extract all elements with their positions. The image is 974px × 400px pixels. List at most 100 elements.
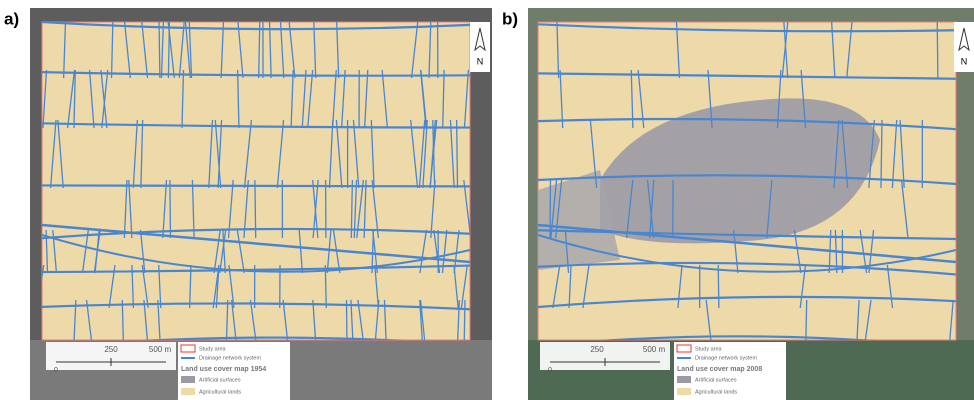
drainage-network (538, 22, 956, 340)
artificial-surfaces (600, 98, 880, 244)
drainage-line (331, 69, 337, 129)
drainage-line (219, 229, 227, 274)
drainage-line (290, 69, 294, 129)
drainage-line (88, 69, 95, 129)
drainage-line (677, 264, 683, 309)
drainage-line (675, 22, 681, 79)
drainage-line (899, 119, 905, 189)
north-label: N (477, 56, 484, 66)
drainage-line (564, 229, 570, 274)
drainage-line (648, 179, 655, 239)
drainage-line (208, 119, 214, 189)
drainage-line (868, 119, 875, 189)
drainage-line (332, 229, 341, 274)
drainage-line (131, 264, 135, 309)
panel-label: a) (4, 9, 19, 28)
drainage-line (81, 229, 89, 274)
drainage-line (776, 69, 782, 129)
drainage-line (110, 22, 114, 79)
drainage-line (236, 69, 240, 129)
drainage-line (841, 119, 849, 189)
drainage-line (42, 69, 48, 129)
legend-swatch (676, 344, 692, 353)
drainage-line (121, 299, 124, 340)
drainage-line (213, 229, 221, 274)
drainage-line (312, 299, 317, 340)
drainage-line (326, 229, 332, 274)
legend-text: Agricultural lands (199, 389, 241, 395)
drainage-line (538, 234, 956, 273)
drainage-line (258, 22, 261, 79)
drainage-line (463, 179, 470, 238)
drainage-line (538, 295, 956, 309)
drainage-line (419, 299, 423, 340)
drainage-line (936, 22, 939, 79)
drainage-line (556, 22, 560, 79)
drainage-line (538, 261, 956, 276)
drainage-line (236, 229, 245, 274)
legend-text: Drainage network system (199, 355, 261, 361)
drainage-line (230, 299, 237, 340)
drainage-network (42, 22, 470, 340)
drainage-line (243, 179, 249, 239)
drainage-line (419, 229, 428, 274)
drainage-line (555, 179, 563, 239)
drainage-line (52, 229, 58, 274)
scale-label: 0 (548, 367, 552, 374)
drainage-line (160, 22, 165, 79)
drainage-line (140, 119, 144, 189)
drainage-line (42, 22, 470, 31)
scale-label: 500 m (643, 345, 666, 354)
drainage-line (422, 119, 428, 189)
drainage-line (599, 335, 877, 340)
drainage-line (212, 264, 220, 309)
drainage-line (157, 299, 161, 340)
drainage-line (420, 69, 428, 129)
drainage-line (646, 179, 655, 239)
legend-text: Study area (695, 346, 723, 352)
drainage-line (189, 264, 192, 309)
drainage-line (900, 179, 909, 239)
drainage-line (237, 22, 244, 79)
drainage-line (312, 179, 319, 239)
drainage-line (100, 69, 108, 129)
drainage-line (552, 264, 561, 309)
drainage-line (880, 119, 883, 189)
drainage-line (141, 264, 149, 309)
drainage-line (357, 299, 364, 340)
drainage-line (42, 264, 45, 281)
drainage-line (353, 179, 358, 239)
drainage-line (169, 179, 172, 239)
drainage-line (383, 299, 387, 340)
drainage-line (73, 299, 77, 340)
drainage-line (428, 22, 432, 79)
drainage-line (381, 69, 389, 129)
drainage-line (766, 179, 773, 239)
drainage-line (188, 22, 193, 79)
drainage-line (800, 69, 807, 129)
drainage-line (345, 299, 348, 340)
drainage-line (374, 264, 380, 309)
drainage-line (268, 22, 272, 79)
drainage-line (158, 264, 162, 309)
drainage-line (249, 299, 257, 340)
drainage-line (42, 184, 470, 188)
drainage-line (42, 264, 470, 274)
drainage-line (455, 119, 459, 189)
drainage-line (441, 229, 448, 274)
scale-label: 250 (104, 345, 118, 354)
drainage-line (57, 119, 64, 189)
north-box (954, 22, 974, 72)
drainage-line (625, 179, 634, 239)
drainage-line (460, 264, 468, 309)
drainage-line (363, 179, 367, 239)
drainage-line (419, 299, 426, 340)
drainage-line (630, 69, 634, 129)
drainage-line (350, 179, 354, 239)
drainage-line (717, 264, 720, 309)
drainage-line (45, 229, 49, 274)
drainage-line (350, 299, 354, 340)
drainage-line (371, 179, 380, 239)
drainage-line (181, 69, 185, 129)
drainage-line (449, 119, 455, 189)
